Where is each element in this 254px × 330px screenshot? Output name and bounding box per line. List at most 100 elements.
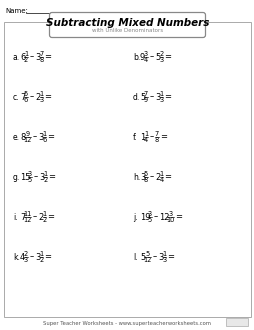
Text: 8: 8: [143, 177, 148, 183]
Text: 5: 5: [139, 252, 145, 261]
Text: Name:: Name:: [5, 8, 28, 14]
Text: –: –: [153, 213, 157, 221]
Text: 1: 1: [42, 131, 46, 137]
Text: 3: 3: [35, 252, 41, 261]
Text: d.: d.: [133, 92, 140, 102]
Text: 2: 2: [42, 217, 46, 223]
Text: –: –: [30, 92, 34, 102]
Text: 3: 3: [155, 92, 160, 102]
Text: =: =: [48, 173, 55, 182]
Text: 2: 2: [38, 213, 43, 221]
Text: 3: 3: [38, 133, 43, 142]
Text: 1: 1: [159, 171, 163, 177]
Text: 4: 4: [20, 252, 25, 261]
Text: –: –: [152, 252, 156, 261]
Text: =: =: [164, 173, 170, 182]
Text: e.: e.: [13, 133, 20, 142]
Text: =: =: [159, 133, 166, 142]
Text: 1: 1: [39, 251, 43, 257]
Text: 6: 6: [24, 97, 28, 103]
Text: k.: k.: [13, 252, 20, 261]
Text: 9: 9: [139, 52, 145, 61]
Text: 12: 12: [158, 213, 169, 221]
Text: j.: j.: [133, 213, 137, 221]
Text: –: –: [33, 213, 37, 221]
Bar: [4, 22, 250, 317]
Text: 3: 3: [139, 173, 145, 182]
Text: 12: 12: [23, 217, 31, 223]
Text: 3: 3: [162, 257, 166, 263]
Text: 1: 1: [42, 211, 46, 217]
Text: –: –: [34, 173, 38, 182]
Text: 19: 19: [139, 213, 150, 221]
Text: –: –: [33, 133, 37, 142]
Text: 7: 7: [154, 131, 158, 137]
Text: –: –: [30, 252, 34, 261]
Text: 7: 7: [20, 213, 25, 221]
Text: 12: 12: [23, 137, 31, 143]
Text: 1: 1: [39, 91, 43, 97]
Text: 2: 2: [158, 51, 163, 57]
Text: 5: 5: [147, 217, 151, 223]
Text: f.: f.: [133, 133, 137, 142]
Text: =: =: [174, 213, 181, 221]
Text: 3: 3: [28, 171, 32, 177]
Text: b.: b.: [133, 52, 140, 61]
Text: 5: 5: [24, 91, 28, 97]
Text: 1: 1: [144, 131, 148, 137]
Text: 3: 3: [168, 211, 172, 217]
Text: 9: 9: [144, 97, 148, 103]
Bar: [225, 318, 247, 326]
Text: Subtracting Mixed Numbers: Subtracting Mixed Numbers: [46, 17, 208, 27]
Text: =: =: [164, 52, 170, 61]
Text: 10: 10: [166, 217, 174, 223]
Text: 4: 4: [143, 57, 148, 63]
Text: 4: 4: [158, 177, 163, 183]
Text: –: –: [149, 173, 153, 182]
Text: =: =: [44, 252, 51, 261]
Text: =: =: [47, 133, 54, 142]
Text: 2: 2: [24, 57, 28, 63]
Text: 8: 8: [39, 57, 43, 63]
Text: =: =: [164, 92, 170, 102]
Text: c.: c.: [13, 92, 19, 102]
Text: =: =: [166, 252, 173, 261]
Text: 3: 3: [159, 97, 163, 103]
Text: 3: 3: [24, 257, 28, 263]
Text: 6: 6: [42, 137, 46, 143]
Text: 1: 1: [159, 91, 163, 97]
Text: 3: 3: [39, 97, 43, 103]
Text: 5: 5: [28, 177, 32, 183]
Text: –: –: [149, 133, 153, 142]
Text: 8: 8: [20, 133, 25, 142]
Text: i.: i.: [13, 213, 18, 221]
Text: 3: 3: [144, 51, 148, 57]
Text: –: –: [149, 92, 153, 102]
Text: 1: 1: [162, 251, 166, 257]
Text: 12: 12: [143, 257, 151, 263]
Text: 5: 5: [145, 251, 149, 257]
Text: 1: 1: [43, 171, 47, 177]
Text: 6: 6: [20, 52, 25, 61]
Text: 5: 5: [139, 92, 145, 102]
Text: 15: 15: [20, 173, 30, 182]
Text: 2: 2: [155, 173, 160, 182]
Text: –: –: [149, 52, 153, 61]
Text: 1: 1: [139, 133, 145, 142]
Text: 2: 2: [24, 251, 28, 257]
Text: 7: 7: [143, 91, 148, 97]
Text: 11: 11: [23, 211, 31, 217]
Text: 9: 9: [25, 131, 29, 137]
Text: 4: 4: [143, 137, 148, 143]
Text: 1: 1: [24, 51, 28, 57]
Text: 5: 5: [143, 171, 148, 177]
Text: 3: 3: [39, 173, 44, 182]
FancyBboxPatch shape: [49, 13, 205, 38]
Text: 7: 7: [39, 51, 43, 57]
Text: 2: 2: [35, 92, 40, 102]
Text: Super Teacher Worksheets - www.superteacherworksheets.com: Super Teacher Worksheets - www.superteac…: [43, 320, 211, 325]
Text: =: =: [44, 52, 51, 61]
Text: 3: 3: [158, 252, 163, 261]
Text: g.: g.: [13, 173, 20, 182]
Text: 3: 3: [159, 57, 163, 63]
